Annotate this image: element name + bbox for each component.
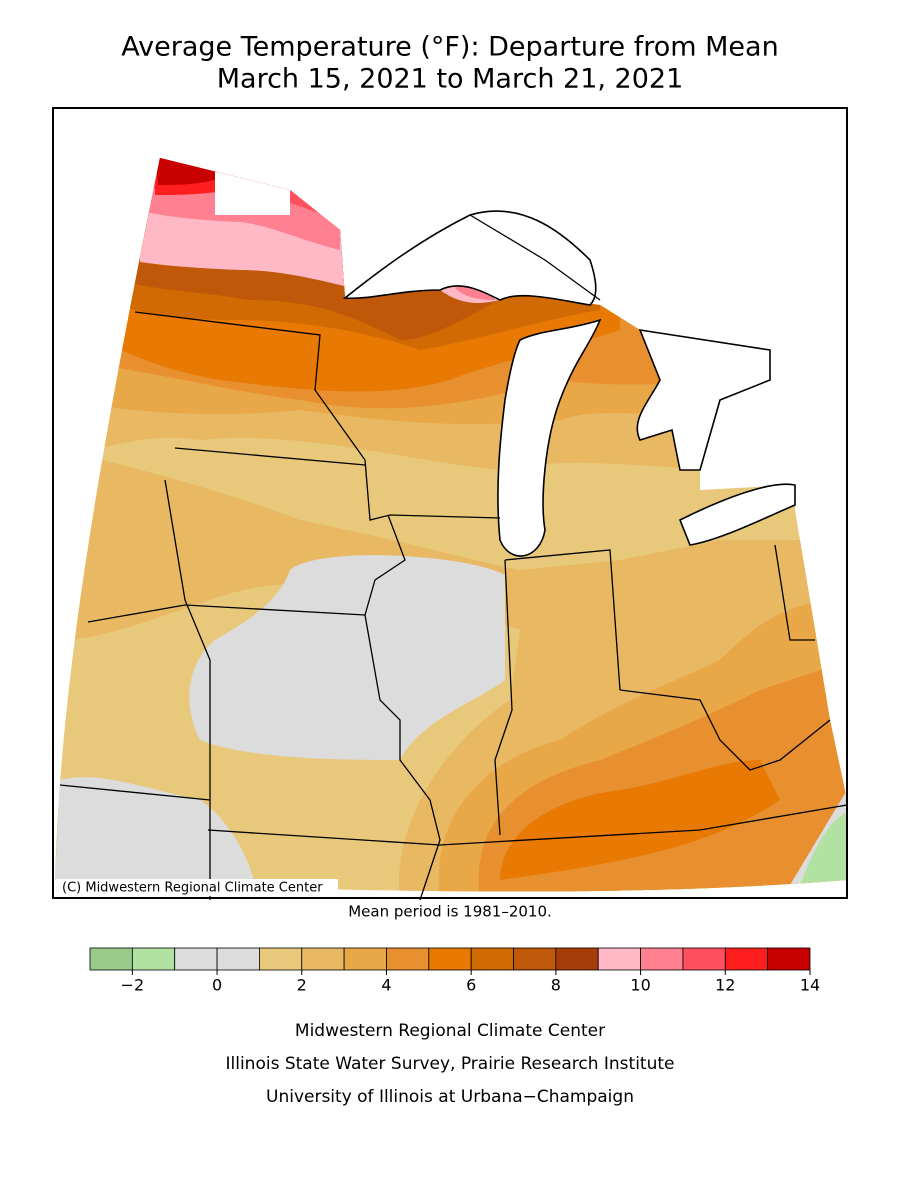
footer-line: University of Illinois at Urbana−Champai… [266, 1087, 634, 1107]
no-data-area [215, 165, 290, 215]
colorbar-bin [301, 947, 345, 971]
lake [342, 210, 597, 306]
colorbar-bin [386, 947, 430, 971]
lake [636, 328, 771, 471]
map-region [155, 158, 215, 185]
colorbar-bin [216, 947, 260, 971]
colorbar-bin [513, 947, 557, 971]
footer-line: Illinois State Water Survey, Prairie Res… [226, 1054, 675, 1074]
colorbar-bin [555, 947, 599, 971]
colorbar-bin [640, 947, 684, 971]
colorbar-bin [767, 947, 811, 971]
state-borders [59, 214, 848, 901]
tick-label: 0 [212, 976, 222, 995]
tick-label: 10 [630, 976, 650, 995]
colorbar-bin [682, 947, 726, 971]
map-region [800, 812, 847, 885]
colorbar-bin [89, 947, 133, 971]
colorbar-bin [343, 947, 387, 971]
tick-label: 6 [466, 976, 476, 995]
tick-label: 2 [297, 976, 307, 995]
mean-period: Mean period is 1981–2010. [348, 903, 552, 921]
title-line: March 15, 2021 to March 21, 2021 [217, 64, 684, 95]
lake [678, 483, 796, 546]
colorbar-bin [597, 947, 641, 971]
tick-label: 4 [381, 976, 391, 995]
footer-line: Midwestern Regional Climate Center [295, 1021, 605, 1041]
title-line: Average Temperature (°F): Departure from… [121, 32, 778, 63]
tick-label: 14 [800, 976, 820, 995]
credit: (C) Midwestern Regional Climate Center [62, 881, 323, 896]
tick-label: 8 [551, 976, 561, 995]
credit-background [56, 879, 338, 896]
colorbar-bin [724, 947, 769, 971]
map-region [55, 555, 847, 885]
colorbar-bin [428, 947, 472, 971]
tick-label: 12 [715, 976, 735, 995]
colorbar-bin [470, 947, 514, 971]
colorbar-bin [259, 947, 303, 971]
colorbar-bin [131, 947, 176, 971]
colorbar: −2 0 2 4 6 8 10 12 14 [89, 947, 820, 995]
map-frame [52, 107, 848, 899]
tick-label: −2 [121, 976, 145, 995]
colorbar-bin [174, 947, 218, 971]
lake [497, 318, 602, 557]
